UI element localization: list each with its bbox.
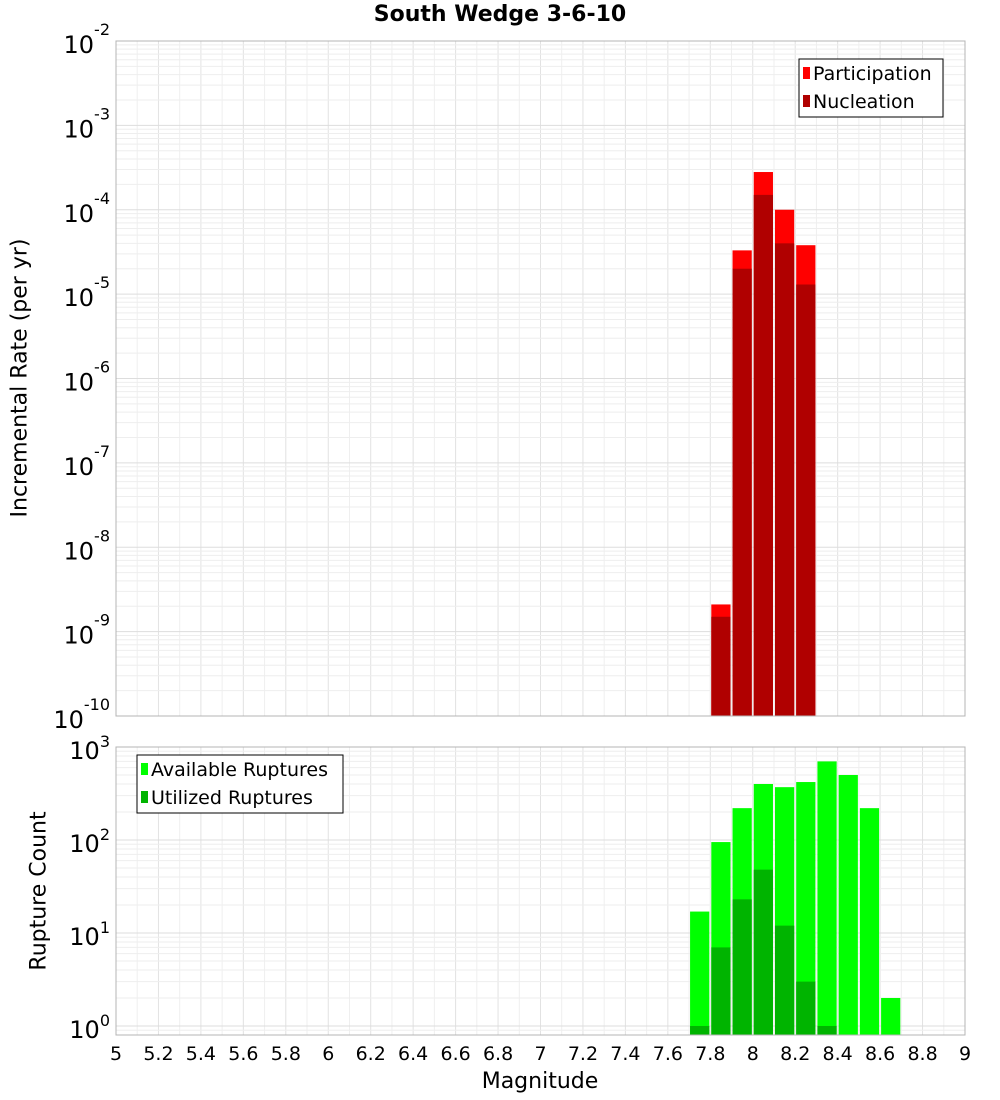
- rate-histogram-panel: 10-10 10-9 10-8 10-7 10-6 10-5 10-4 10-3 10-2 Par…: [53, 20, 966, 734]
- available-ruptures-bar: [859, 808, 880, 1035]
- y-tick-label: 10-9: [64, 611, 111, 650]
- x-axis-label: Magnitude: [481, 1069, 599, 1094]
- plot-frame: [115, 40, 966, 717]
- legend-swatch: [141, 791, 148, 803]
- x-tick-label: 8.4: [823, 1043, 853, 1065]
- y-tick-label: 10-2: [64, 20, 111, 59]
- utilized-ruptures-bar: [774, 925, 795, 1035]
- y-tick-label: 101: [69, 918, 110, 951]
- x-tick-label: 5.6: [228, 1043, 258, 1065]
- utilized-ruptures-bar: [732, 899, 752, 1035]
- y-tick-label: 103: [69, 732, 110, 765]
- y-tick-label: 10-8: [64, 526, 111, 565]
- nucleation-bar: [796, 284, 816, 716]
- legend-entry-label: Nucleation: [813, 91, 915, 113]
- legend: Participation Nucleation: [798, 58, 944, 118]
- x-tick-label: 7: [534, 1043, 546, 1065]
- x-tick-label: 8.6: [865, 1043, 895, 1065]
- nucleation-bar: [732, 268, 752, 716]
- available-ruptures-bar: [796, 782, 816, 1035]
- y-tick-label: 10-4: [64, 189, 111, 228]
- x-tick-label: 5: [110, 1043, 122, 1065]
- chart-title: South Wedge 3-6-10: [373, 2, 627, 27]
- legend-swatch: [141, 763, 148, 775]
- available-ruptures-bar: [881, 997, 901, 1035]
- legend: Available Ruptures Utilized Ruptures: [136, 754, 344, 814]
- x-tick-label: 6.2: [356, 1043, 386, 1065]
- utilized-ruptures-bar: [690, 1025, 710, 1035]
- nucleation-bar: [774, 243, 795, 717]
- legend-entry-label: Participation: [813, 63, 932, 85]
- x-tick-label: 7.8: [695, 1043, 725, 1065]
- utilized-ruptures-bar: [711, 947, 731, 1035]
- y-tick-label: 10-10: [53, 695, 110, 734]
- y-tick-label: 10-3: [64, 104, 111, 143]
- utilized-ruptures-bar: [753, 869, 773, 1035]
- legend-entry-label: Available Ruptures: [151, 759, 328, 781]
- x-axis-ticks: 5 5.2 5.4 5.6 5.8 6 6.2 6.4 6.6 6.8 7 7.2 7.4 7.6 7.8 8…: [110, 1043, 971, 1065]
- y-tick-label: 10-5: [64, 273, 111, 312]
- y-tick-label: 102: [69, 825, 110, 858]
- x-tick-label: 6.8: [483, 1043, 513, 1065]
- x-tick-label: 8.2: [780, 1043, 810, 1065]
- legend-box: [798, 58, 944, 118]
- plot-frame: [115, 746, 966, 1036]
- utilized-ruptures-bar: [817, 1025, 837, 1035]
- nucleation-bar: [711, 616, 731, 716]
- y-tick-label: 10-6: [64, 358, 111, 397]
- legend-swatch: [803, 67, 810, 79]
- available-ruptures-bar: [690, 911, 710, 1035]
- rupture-count-panel: 100 101 102 103 Available Ruptures Utilized R…: [69, 732, 966, 1044]
- x-tick-label: 5.2: [143, 1043, 173, 1065]
- x-tick-label: 6: [322, 1043, 334, 1065]
- utilized-ruptures-bar: [796, 981, 816, 1035]
- x-tick-label: 7.6: [653, 1043, 683, 1065]
- x-tick-label: 6.4: [398, 1043, 428, 1065]
- y-tick-label: 10-7: [64, 442, 111, 481]
- legend-entry-label: Utilized Ruptures: [151, 787, 313, 809]
- legend-box: [136, 754, 344, 814]
- available-ruptures-bar: [838, 774, 858, 1035]
- y-tick-label: 100: [69, 1011, 110, 1044]
- available-ruptures-bar: [817, 761, 837, 1035]
- x-tick-label: 8.8: [907, 1043, 937, 1065]
- x-tick-label: 5.8: [271, 1043, 301, 1065]
- x-tick-label: 6.6: [440, 1043, 470, 1065]
- x-tick-label: 9: [959, 1043, 971, 1065]
- x-tick-label: 8: [747, 1043, 759, 1065]
- x-tick-label: 7.2: [568, 1043, 598, 1065]
- legend-swatch: [803, 95, 810, 107]
- nucleation-bar: [753, 194, 773, 716]
- x-tick-label: 7.4: [610, 1043, 640, 1065]
- x-tick-label: 5.4: [186, 1043, 216, 1065]
